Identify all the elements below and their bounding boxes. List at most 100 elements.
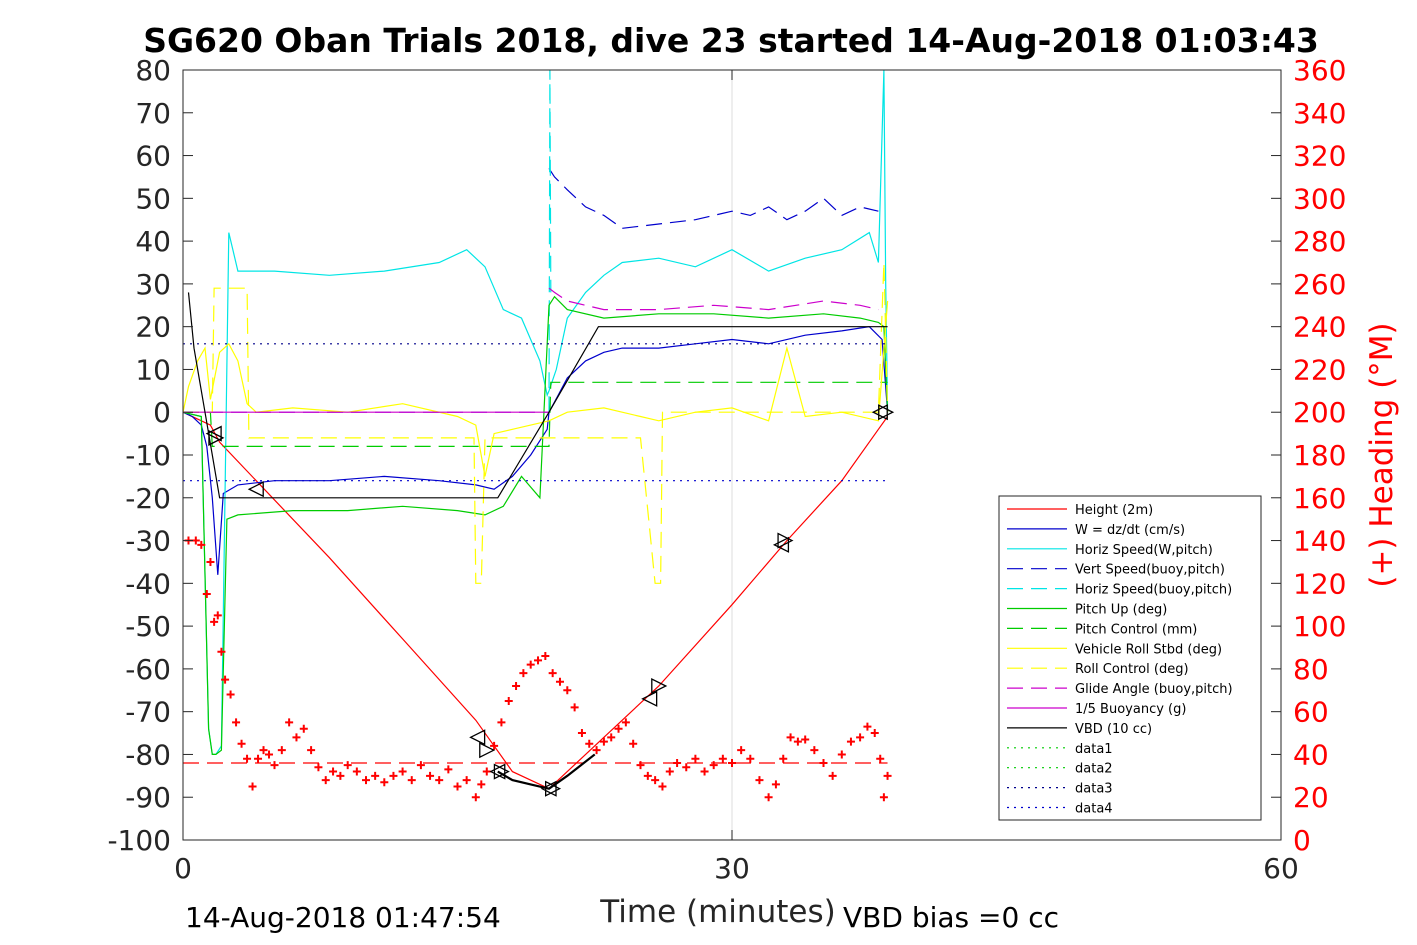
triangle-marker xyxy=(871,404,888,421)
heading-point xyxy=(665,767,674,776)
heading-point xyxy=(435,776,444,785)
left-tick-label: -60 xyxy=(125,653,171,686)
heading-point xyxy=(254,754,263,763)
heading-point xyxy=(285,718,294,727)
left-y-axis: 80 70 60 50 40 30 20 10 0 -10 -20 -30 -40 -50 -60 -70 -8… xyxy=(107,54,193,857)
right-tick-label: 160 xyxy=(1293,482,1346,515)
triangle-marker xyxy=(545,780,562,797)
triangle-marker xyxy=(493,763,510,780)
heading-point xyxy=(453,782,462,791)
heading-point xyxy=(490,741,499,750)
heading-point xyxy=(226,690,235,699)
right-tick-label: 60 xyxy=(1293,696,1329,729)
legend-entry: Height (2m) xyxy=(1075,503,1153,518)
x-axis: 0 30 60 xyxy=(174,70,1299,885)
series-pitch-up-deg- xyxy=(183,295,889,756)
heading-point xyxy=(786,733,795,742)
right-tick-label: 0 xyxy=(1293,824,1311,857)
heading-point xyxy=(614,724,623,733)
series-horiz-speed-buoy-pitch- xyxy=(548,70,552,413)
heading-point xyxy=(856,733,865,742)
heading-point xyxy=(512,682,521,690)
heading-point xyxy=(819,759,828,767)
heading-point xyxy=(718,754,727,763)
legend-entry: Pitch Up (deg) xyxy=(1075,603,1167,618)
legend-entry: data4 xyxy=(1075,802,1113,817)
heading-point xyxy=(202,590,211,599)
right-tick-label: 180 xyxy=(1293,439,1346,472)
series-vbd-10-cc- xyxy=(187,292,888,499)
x-axis-label: Time (minutes) xyxy=(599,894,835,930)
heading-point xyxy=(599,737,608,746)
triangle-marker xyxy=(489,763,506,780)
heading-point xyxy=(682,763,691,772)
heading-point xyxy=(270,761,279,770)
legend-entry: data3 xyxy=(1075,782,1113,797)
heading-point xyxy=(336,771,345,780)
heading-point xyxy=(471,793,480,802)
series-height-2m- xyxy=(183,411,889,790)
heading-point xyxy=(426,771,435,780)
right-tick-label: 280 xyxy=(1293,225,1346,258)
left-tick-label: 10 xyxy=(135,353,171,386)
left-tick-label: -10 xyxy=(125,439,171,472)
vbd-trace-bottom xyxy=(497,753,596,790)
triangle-marker xyxy=(777,532,794,549)
right-y-axis: 3603403203002802602402202001801601401201… xyxy=(1271,54,1346,857)
right-tick-label: 320 xyxy=(1293,140,1346,173)
left-tick-label: -80 xyxy=(125,738,171,771)
heading-point xyxy=(321,776,330,785)
heading-point xyxy=(389,771,398,780)
heading-point xyxy=(737,746,746,755)
legend-entry: VBD (10 cc) xyxy=(1075,722,1152,737)
heading-point xyxy=(526,660,535,669)
right-tick-label: 240 xyxy=(1293,311,1346,344)
legend: Height (2m) W = dz/dt (cm/s) Horiz Speed(W… xyxy=(998,495,1262,821)
heading-point xyxy=(577,729,586,738)
right-axis-label: (+) Heading (°M) xyxy=(1364,322,1400,587)
left-tick-label: -30 xyxy=(125,525,171,558)
legend-entry: data1 xyxy=(1075,742,1113,757)
series-vert-speed-buoy-pitch- xyxy=(548,168,879,229)
heading-point xyxy=(292,733,301,742)
heading-point xyxy=(504,696,513,705)
legend-entry: Glide Angle (buoy,pitch) xyxy=(1075,682,1233,697)
heading-point xyxy=(764,793,773,802)
heading-point xyxy=(343,761,352,770)
heading-point xyxy=(314,763,323,772)
heading-point xyxy=(636,761,645,770)
left-tick-label: 0 xyxy=(153,396,171,429)
heading-point xyxy=(259,746,268,755)
heading-point xyxy=(243,754,252,763)
heading-point xyxy=(673,759,682,767)
heading-point xyxy=(607,733,616,742)
triangle-marker xyxy=(651,677,668,695)
x-tick-label: 0 xyxy=(174,852,192,885)
heading-point xyxy=(585,739,594,748)
heading-point xyxy=(651,776,660,785)
heading-point xyxy=(746,754,755,763)
x-tick-label: 60 xyxy=(1263,852,1299,885)
heading-point xyxy=(691,754,700,763)
heading-point xyxy=(876,754,885,763)
legend-entry: Vert Speed(buoy,pitch) xyxy=(1075,563,1225,578)
legend-entry: Horiz Speed(W,pitch) xyxy=(1075,543,1213,558)
left-tick-label: -70 xyxy=(125,696,171,729)
right-tick-label: 40 xyxy=(1293,738,1329,771)
right-tick-label: 220 xyxy=(1293,353,1346,386)
legend-box xyxy=(998,495,1262,821)
heading-point xyxy=(728,759,736,767)
heading-point xyxy=(700,767,709,776)
heading-point xyxy=(621,718,630,727)
legend-entry: 1/5 Buoyancy (g) xyxy=(1075,702,1186,717)
heading-point xyxy=(883,771,892,780)
heading-point xyxy=(534,656,543,665)
left-tick-label: -20 xyxy=(125,482,171,515)
heading-point xyxy=(237,739,246,748)
heading-point xyxy=(213,611,222,620)
triangle-marker xyxy=(878,404,895,421)
legend-entry: Pitch Control (mm) xyxy=(1075,622,1197,637)
heading-point xyxy=(870,729,879,738)
right-tick-label: 200 xyxy=(1293,396,1346,429)
